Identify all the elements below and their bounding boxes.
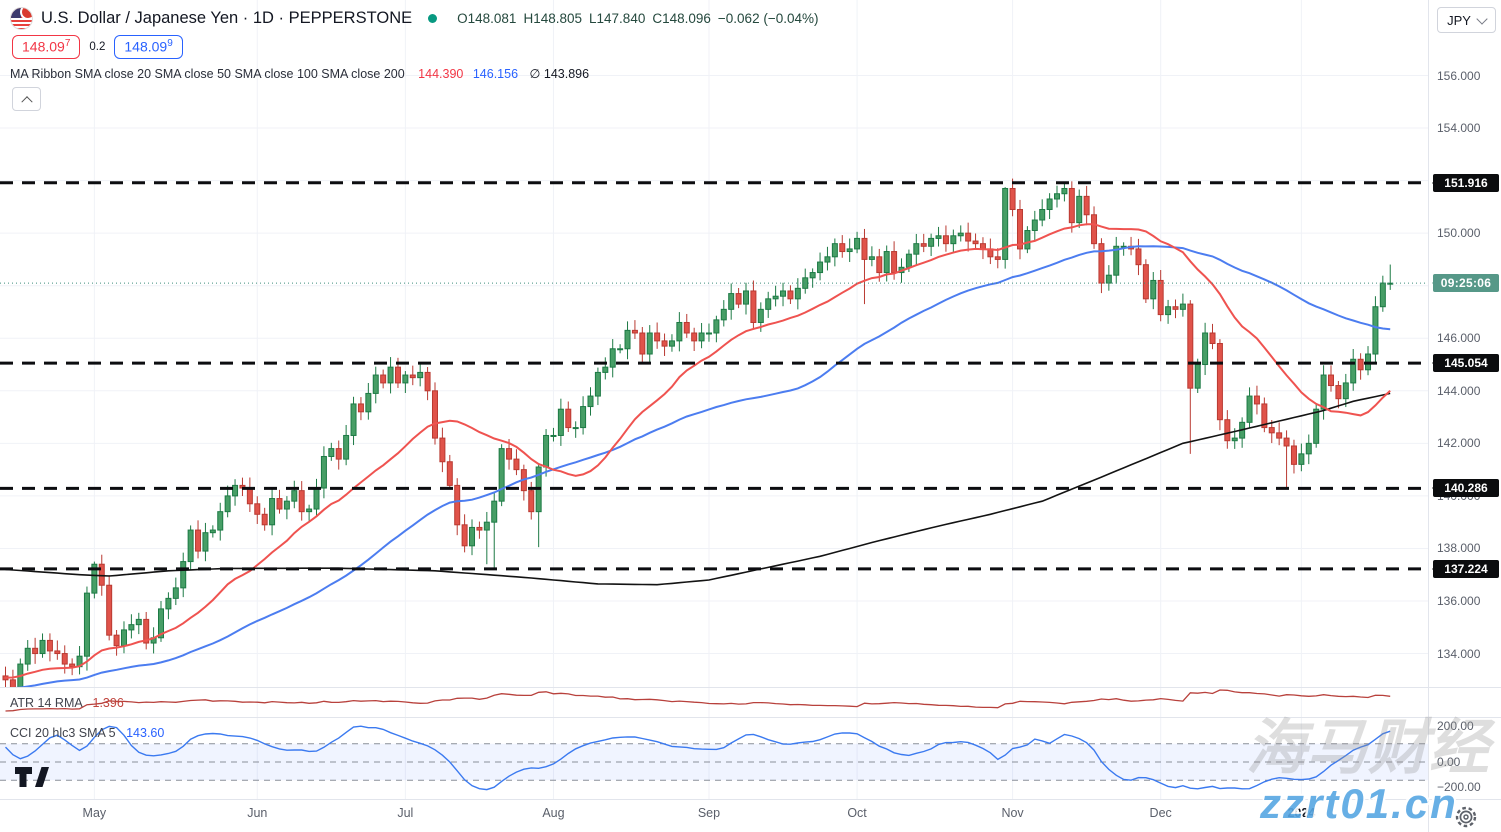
high-label: H (523, 11, 534, 26)
ma-ribbon-title: MA Ribbon (10, 67, 72, 81)
cci-legend-label: CCI 20 hlc3 SMA 5 (10, 726, 116, 740)
watermark-domain: zzrt01.cn (1260, 780, 1458, 827)
ribbon-average-value: ∅ 143.896 (529, 67, 590, 81)
sell-price-pip: 7 (64, 38, 71, 49)
ma-ribbon-params: SMA close 20 SMA close 50 SMA close 100 … (74, 67, 405, 81)
sma50-value: 146.156 (472, 67, 519, 81)
market-open-dot-icon (428, 14, 438, 23)
atr-legend[interactable]: ATR 14 RMA 1.396 (10, 696, 124, 710)
open-value: 148.081 (467, 11, 517, 26)
cci-legend[interactable]: CCI 20 hlc3 SMA 5 143.60 (10, 726, 164, 740)
symbol-header: U.S. Dollar / Japanese Yen · 1D · PEPPER… (10, 7, 818, 30)
collapse-legend-button[interactable] (12, 87, 41, 111)
chevron-up-icon (20, 96, 33, 108)
quote-row: 148.097 0.2 148.099 (12, 35, 183, 59)
sma20-value: 144.390 (418, 67, 464, 81)
atr-legend-label: ATR 14 RMA (10, 696, 83, 710)
close-label: C (652, 11, 663, 26)
cci-value: 143.60 (126, 726, 165, 740)
buy-price-button[interactable]: 148.099 (114, 35, 183, 59)
high-value: 148.805 (533, 11, 583, 26)
change-value: −0.062 (−0.04%) (717, 11, 819, 26)
watermark-cn: 海马财经 (1246, 714, 1490, 781)
currency-unit-label: JPY (1447, 12, 1471, 28)
spread-value: 0.2 (89, 40, 106, 53)
close-value: 148.096 (662, 11, 711, 26)
usdjpy-flag-icon (10, 7, 33, 30)
chevron-down-icon (1476, 12, 1488, 25)
low-label: L (589, 11, 597, 26)
low-value: 147.840 (596, 11, 646, 26)
currency-unit-dropdown[interactable]: JPY (1437, 7, 1496, 33)
axis-settings-gear-icon[interactable] (1452, 803, 1480, 831)
tradingview-logo[interactable] (14, 765, 50, 789)
sell-price-button[interactable]: 148.097 (12, 35, 81, 59)
buy-price-pip: 9 (167, 38, 173, 49)
atr-value: 1.396 (92, 696, 124, 710)
symbol-title[interactable]: U.S. Dollar / Japanese Yen · 1D · PEPPER… (41, 9, 413, 27)
ohlc-readout: O148.081 H148.805 L147.840 C148.096 −0.0… (457, 11, 818, 26)
open-label: O (457, 11, 468, 26)
ma-ribbon-legend[interactable]: MA Ribbon SMA close 20 SMA close 50 SMA … (10, 66, 589, 81)
